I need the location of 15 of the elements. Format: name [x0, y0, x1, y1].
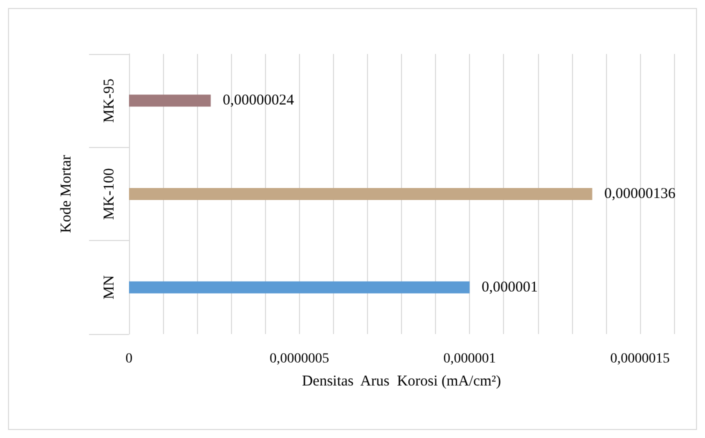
y-tick-label: MN	[102, 275, 118, 300]
y-axis-title: Kode Mortar	[58, 155, 74, 233]
x-axis-title: Densitas Arus Korosi (mA/cm²)	[302, 374, 502, 390]
data-label: 0,00000024	[222, 92, 294, 109]
bar	[129, 281, 470, 294]
x-tick-label: 0,0000015	[610, 352, 670, 366]
x-tick-label: 0,000001	[443, 352, 496, 366]
x-tick-label: 0	[126, 352, 132, 366]
bar	[129, 188, 592, 200]
data-label: 0,00000136	[604, 186, 676, 202]
y-tick-label: MK-100	[102, 168, 118, 220]
bar	[129, 94, 211, 107]
y-tick-label: MK-95	[102, 78, 118, 123]
x-tick-label: 0,0000005	[270, 352, 330, 366]
data-label: 0,000001	[482, 279, 538, 296]
